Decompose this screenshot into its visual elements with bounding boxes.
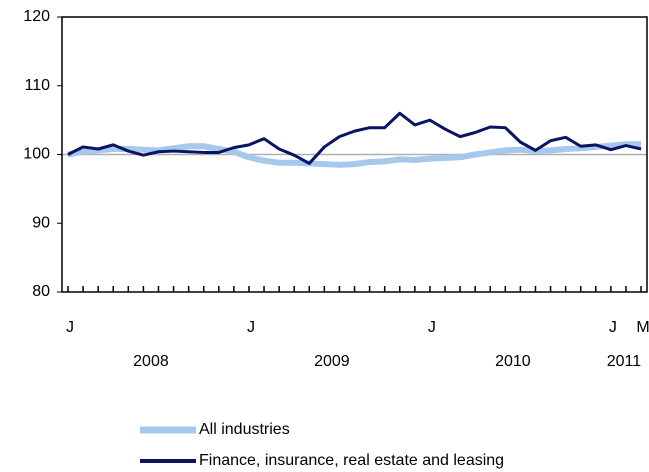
year-label: 2011 [607, 353, 642, 370]
y-tick-label: 120 [23, 8, 50, 25]
year-label: 2010 [495, 353, 531, 370]
x-tick-label: M [636, 319, 649, 336]
y-tick-label: 80 [32, 283, 50, 300]
y-tick-label: 100 [23, 146, 50, 163]
series-line [67, 141, 642, 168]
y-tick-label: 90 [32, 214, 50, 231]
year-label: 2009 [314, 353, 350, 370]
plot-frame [61, 16, 648, 293]
x-tick-label: J [609, 319, 617, 336]
series-line [67, 111, 642, 165]
x-tick-label: J [247, 319, 255, 336]
legend-label: All industries [199, 421, 290, 438]
legend-label: Finance, insurance, real estate and leas… [199, 452, 504, 469]
x-tick-label: J [66, 319, 74, 336]
year-label: 2008 [133, 353, 169, 370]
y-tick-label: 110 [24, 77, 50, 94]
x-tick-label: J [428, 319, 436, 336]
